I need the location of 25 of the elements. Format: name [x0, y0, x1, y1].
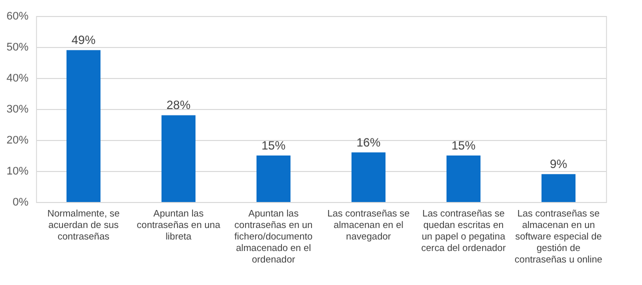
data-label: 15%: [261, 138, 286, 152]
x-tick-label: Apuntan las contraseñas en un fichero/documento almacenado en el ordenador: [234, 208, 313, 266]
y-tick-label: 60%: [6, 10, 29, 22]
bar: [352, 152, 386, 202]
bar: [66, 50, 100, 202]
y-tick-label: 40%: [6, 72, 29, 84]
y-tick-label: 20%: [6, 134, 29, 146]
y-tick-label: 0%: [12, 196, 29, 208]
x-tick-label: Las contraseñas se almacenan en un software especial de gestión de contraseñas u online: [514, 208, 602, 266]
bar: [446, 156, 480, 202]
x-tick-label: Normalmente, se acuerdan de sus contraseñas: [47, 208, 120, 242]
x-tick-label: Las contraseñas se quedan escritas en un papel o pegatina cerca del ordenador: [421, 208, 506, 254]
bar: [542, 174, 576, 202]
data-label: 15%: [451, 138, 476, 152]
y-tick-label: 10%: [6, 166, 29, 178]
bar: [162, 115, 196, 202]
bar: [256, 156, 290, 202]
data-label: 49%: [71, 33, 96, 48]
x-tick-label: Apuntan las contraseñas en una libreta: [136, 208, 221, 242]
y-tick-label: 30%: [6, 104, 29, 116]
data-label: 16%: [356, 135, 381, 150]
data-label: 9%: [550, 157, 568, 172]
x-tick-label: Las contraseñas se almacenan en el navegador: [327, 208, 410, 242]
data-label: 28%: [166, 98, 191, 112]
y-tick-label: 50%: [6, 42, 29, 54]
